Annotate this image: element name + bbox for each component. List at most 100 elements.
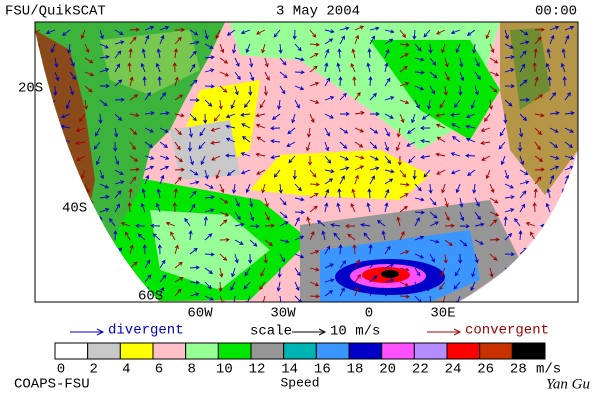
wind-arrow <box>339 275 348 283</box>
wind-arrow <box>499 127 506 137</box>
wind-arrow <box>129 141 136 151</box>
wind-arrow <box>549 155 560 160</box>
wind-arrow <box>474 222 485 227</box>
colorbar-label: 16 <box>314 362 331 378</box>
wind-arrow <box>75 127 86 133</box>
wind-arrow <box>428 295 433 302</box>
wind-arrow <box>189 79 198 87</box>
wind-arrow <box>518 230 523 241</box>
wind-arrow <box>294 281 300 291</box>
wind-arrow <box>129 261 138 269</box>
wind-arrow <box>412 29 417 40</box>
wind-arrow <box>260 267 266 277</box>
colorbar-label: 28 <box>510 362 527 378</box>
wind-arrow <box>249 71 255 82</box>
wind-arrow <box>189 265 200 270</box>
color-swatch <box>54 342 89 360</box>
wind-arrow <box>324 95 335 101</box>
wind-arrow <box>218 99 223 110</box>
colorbar-label: 18 <box>347 362 364 378</box>
wind-arrow <box>564 34 570 45</box>
wind-arrow <box>309 249 320 255</box>
wind-arrow <box>100 83 110 89</box>
wind-arrow <box>234 85 239 96</box>
wind-arrow <box>399 205 408 213</box>
wind-arrow <box>429 253 435 263</box>
wind-arrow <box>204 55 215 60</box>
wind-arrow <box>204 99 213 107</box>
wind-arrow <box>450 112 461 117</box>
wind-arrow <box>128 48 133 59</box>
wind-arrow <box>174 244 179 255</box>
wind-arrow <box>503 113 508 124</box>
wind-arrow <box>120 221 131 227</box>
wind-arrow <box>129 127 138 136</box>
wind-arrow <box>309 81 320 87</box>
wind-arrow <box>219 211 230 217</box>
wind-arrow <box>384 48 390 59</box>
wind-arrow <box>231 267 236 278</box>
wind-arrow <box>384 188 390 199</box>
wind-arrow <box>309 29 317 38</box>
wind-arrow <box>564 141 573 148</box>
wind-arrow <box>549 111 560 116</box>
color-swatch <box>511 342 546 360</box>
wind-arrow <box>99 169 105 180</box>
wind-arrow <box>519 63 526 73</box>
wind-arrow <box>294 235 305 241</box>
wind-arrow <box>336 202 341 213</box>
wind-arrow <box>480 127 491 132</box>
wind-arrow <box>368 244 373 255</box>
wind-arrow <box>504 208 515 213</box>
wind-arrow <box>245 43 251 54</box>
wind-arrow <box>255 152 266 157</box>
wind-arrow <box>306 216 311 227</box>
wind-arrow <box>339 35 345 45</box>
wind-arrow <box>204 208 215 213</box>
wind-arrow <box>234 197 240 207</box>
wind-arrow <box>240 29 251 35</box>
wind-arrow <box>352 76 357 87</box>
wind-arrow <box>369 35 376 45</box>
legend-scale-value: 10 m/s <box>330 324 380 340</box>
wind-arrow <box>324 169 335 174</box>
wind-arrow <box>435 123 446 129</box>
date: 3 May 2004 <box>276 4 360 20</box>
wind-arrow <box>53 85 58 96</box>
wind-arrow <box>279 221 289 227</box>
wind-arrow <box>500 155 506 166</box>
wind-arrow <box>534 176 542 185</box>
wind-arrow <box>474 253 479 264</box>
wind-arrow <box>174 167 185 172</box>
wind-arrow <box>255 113 266 118</box>
wind-arrow <box>549 174 555 185</box>
wind-arrow <box>519 180 530 185</box>
wind-arrow <box>137 233 146 241</box>
wind-arrow <box>242 136 251 143</box>
wind-arrow <box>384 77 391 87</box>
colorbar: 0 2 4 6 8 10 12 14 16 18 20 22 24 26 28 <box>54 342 546 378</box>
wind-arrow <box>99 54 110 60</box>
wind-arrow <box>256 29 266 35</box>
legend-divergent: divergent <box>108 323 184 339</box>
wind-arrow <box>256 169 266 175</box>
wind-arrow <box>141 188 146 199</box>
wind-arrow <box>45 29 56 35</box>
wind-arrow <box>489 57 499 64</box>
wind-arrow <box>545 202 551 213</box>
wind-arrow <box>564 25 575 31</box>
wind-arrow <box>429 239 440 244</box>
wind-arrow <box>339 260 347 269</box>
wind-arrow <box>294 70 305 75</box>
wind-arrow <box>114 127 119 138</box>
wind-arrow <box>436 29 446 35</box>
wind-arrow <box>279 197 287 206</box>
wind-arrow <box>436 169 446 175</box>
wind-arrow <box>306 141 311 152</box>
wind-arrow <box>189 113 197 122</box>
wind-arrow <box>459 57 464 68</box>
wind-arrow <box>384 202 389 213</box>
wind-arrow <box>234 239 244 245</box>
wind-arrow <box>336 62 341 73</box>
wind-arrow <box>65 99 71 110</box>
